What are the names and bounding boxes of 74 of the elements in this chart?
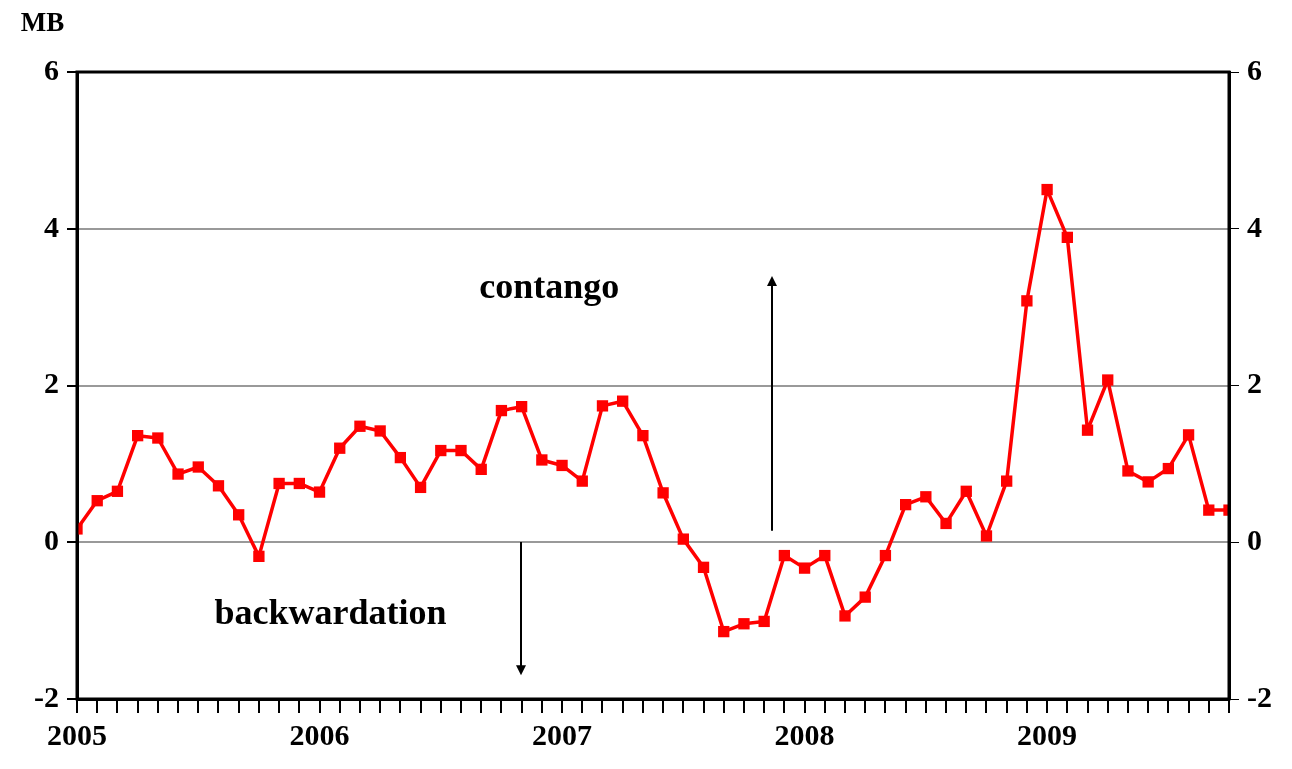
annotation: backwardation <box>214 591 447 632</box>
point <box>172 468 184 480</box>
text: MB <box>20 7 65 38</box>
point <box>192 461 204 473</box>
point <box>657 487 669 499</box>
point <box>1061 231 1073 244</box>
point <box>394 451 407 464</box>
point <box>455 444 467 457</box>
point <box>617 395 629 407</box>
point <box>1081 424 1094 436</box>
y2-tick-label: -2 <box>34 679 59 713</box>
point <box>798 562 811 574</box>
point <box>313 486 326 498</box>
point <box>414 481 427 494</box>
point <box>212 480 225 492</box>
y-tick-label: 6 <box>1247 52 1262 86</box>
point <box>758 615 770 628</box>
point <box>920 491 932 503</box>
point <box>859 591 871 603</box>
point <box>1102 374 1114 386</box>
point <box>697 561 710 573</box>
point <box>1182 429 1195 441</box>
x-tick-label: 2009 <box>1017 717 1078 751</box>
y-tick-label: 0 <box>1247 523 1262 556</box>
point <box>233 509 245 521</box>
point <box>495 404 508 417</box>
point <box>435 444 447 457</box>
point <box>253 550 265 563</box>
point <box>596 400 609 412</box>
point <box>899 498 912 511</box>
point <box>1142 476 1154 488</box>
point <box>738 618 750 630</box>
y-tick-label: 2 <box>1247 366 1262 400</box>
point <box>475 463 487 476</box>
point <box>152 432 164 444</box>
point <box>1203 504 1215 516</box>
x-tick-label: 2005 <box>47 717 107 751</box>
point <box>131 430 144 442</box>
y2-tick-label: 6 <box>44 52 59 86</box>
y2-tick-label: 4 <box>44 209 59 243</box>
y-tick-label: -2 <box>1247 679 1272 713</box>
y-tick-label: 4 <box>1247 209 1262 243</box>
point <box>940 517 952 530</box>
y2-tick-label: 0 <box>44 523 59 556</box>
point <box>515 401 528 413</box>
point <box>91 495 103 507</box>
point <box>677 533 689 545</box>
point <box>1041 183 1053 196</box>
point <box>980 530 993 542</box>
point <box>718 625 730 638</box>
point <box>1122 465 1134 477</box>
point <box>819 549 831 562</box>
point <box>374 425 386 437</box>
x-tick-label: 2006 <box>289 717 350 751</box>
x-tick-label: 2008 <box>774 717 835 751</box>
point <box>556 459 568 472</box>
point <box>960 485 972 497</box>
point <box>354 420 366 432</box>
point <box>637 430 649 442</box>
point <box>273 477 285 490</box>
point <box>1021 295 1033 307</box>
point <box>839 610 851 622</box>
point <box>111 485 124 497</box>
point <box>334 442 346 454</box>
point <box>1162 462 1175 475</box>
point <box>576 475 588 487</box>
x-tick-label: 2007 <box>532 717 593 751</box>
point <box>536 454 548 466</box>
point <box>293 477 305 490</box>
annotation: contango <box>479 265 620 306</box>
point <box>1001 475 1013 487</box>
point <box>778 549 791 562</box>
point <box>879 549 892 562</box>
y2-tick-label: 2 <box>44 366 59 400</box>
